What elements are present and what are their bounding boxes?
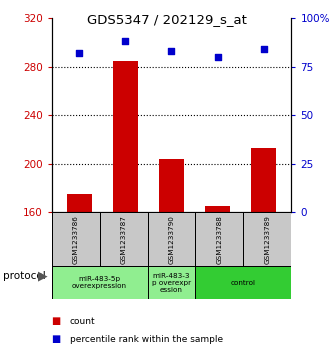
Point bbox=[77, 50, 82, 56]
Text: miR-483-5p
overexpression: miR-483-5p overexpression bbox=[72, 276, 127, 289]
Bar bbox=[52, 212, 100, 266]
Text: GSM1233789: GSM1233789 bbox=[264, 215, 270, 264]
Text: miR-483-3
p overexpr
ession: miR-483-3 p overexpr ession bbox=[152, 273, 191, 293]
Bar bbox=[52, 266, 148, 299]
Bar bbox=[67, 194, 92, 212]
Point bbox=[215, 54, 220, 60]
Bar bbox=[243, 212, 291, 266]
Text: control: control bbox=[231, 280, 256, 286]
Bar bbox=[100, 212, 148, 266]
Point bbox=[261, 46, 266, 52]
Text: GDS5347 / 202129_s_at: GDS5347 / 202129_s_at bbox=[87, 13, 246, 26]
Text: percentile rank within the sample: percentile rank within the sample bbox=[70, 335, 223, 344]
Point bbox=[123, 38, 128, 44]
Point bbox=[169, 48, 174, 54]
Bar bbox=[195, 212, 243, 266]
Text: ▶: ▶ bbox=[38, 269, 47, 282]
Text: GSM1233787: GSM1233787 bbox=[121, 215, 127, 264]
Text: ■: ■ bbox=[52, 334, 61, 344]
Bar bbox=[195, 266, 291, 299]
Bar bbox=[113, 61, 138, 212]
Bar bbox=[159, 159, 184, 212]
Text: protocol: protocol bbox=[3, 271, 46, 281]
Text: GSM1233788: GSM1233788 bbox=[216, 215, 222, 264]
Bar bbox=[148, 266, 195, 299]
Text: count: count bbox=[70, 317, 96, 326]
Bar bbox=[205, 206, 230, 212]
Bar bbox=[148, 212, 195, 266]
Text: GSM1233786: GSM1233786 bbox=[73, 215, 79, 264]
Text: GSM1233790: GSM1233790 bbox=[168, 215, 174, 264]
Bar bbox=[251, 148, 276, 212]
Text: ■: ■ bbox=[52, 316, 61, 326]
